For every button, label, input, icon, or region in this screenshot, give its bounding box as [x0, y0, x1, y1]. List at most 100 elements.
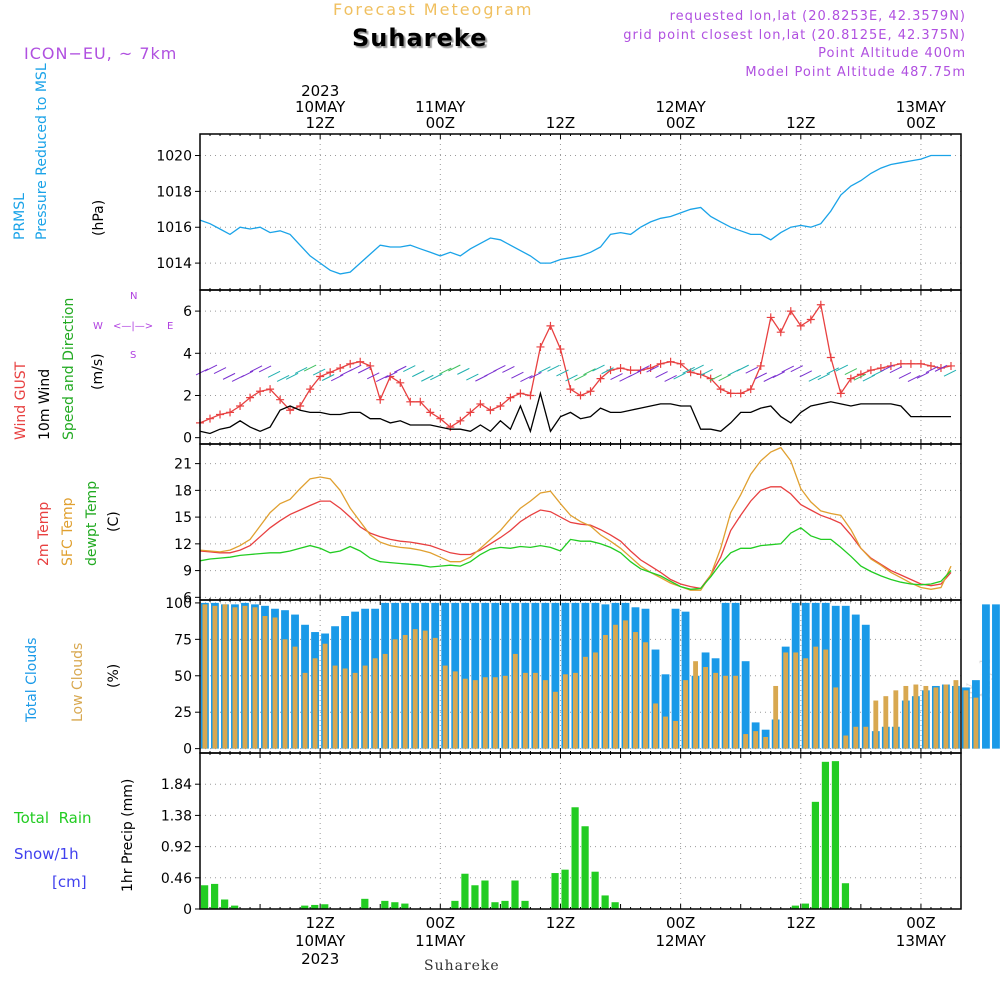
- time-label-bottom: 12Z: [786, 914, 815, 932]
- bar-low-clouds: [332, 665, 338, 749]
- bar-total-clouds: [831, 605, 840, 749]
- bar-low-clouds: [482, 677, 488, 749]
- compass-w: W: [93, 321, 103, 332]
- wind-barb: [943, 369, 957, 377]
- gust-marker: [896, 359, 905, 368]
- bar-low-clouds: [973, 697, 979, 749]
- gust-marker: [276, 395, 285, 404]
- gust-marker: [496, 402, 505, 411]
- gust-marker: [296, 402, 305, 411]
- bar-low-clouds: [412, 629, 418, 749]
- bar-total-rain: [391, 902, 399, 909]
- bar-low-clouds: [863, 726, 869, 749]
- wind-barb: [321, 374, 335, 381]
- gust-marker: [306, 385, 315, 394]
- bar-low-clouds: [633, 632, 638, 749]
- gust-marker: [326, 368, 335, 377]
- bar-low-clouds: [713, 672, 719, 749]
- y-tick-label: 1.38: [161, 808, 192, 824]
- series-dewpt-temp-line: [199, 527, 952, 590]
- wind-barb: [601, 367, 614, 375]
- y-tick-label: 0: [183, 902, 192, 918]
- bar-total-rain: [321, 904, 329, 909]
- bar-low-clouds: [352, 672, 358, 749]
- time-label-top: 2023: [301, 82, 339, 100]
- bar-low-clouds: [963, 690, 969, 749]
- y-tick-label: 0: [183, 742, 192, 758]
- bar-total-clouds: [461, 602, 470, 749]
- wind-barb: [430, 373, 443, 381]
- wind-barb: [628, 370, 641, 378]
- bar-low-clouds: [512, 653, 518, 749]
- bar-total-rain: [571, 807, 579, 909]
- time-label-top: 00Z: [906, 114, 935, 132]
- bar-total-rain: [361, 898, 369, 909]
- gust-marker: [486, 406, 495, 415]
- wind-barb: [889, 366, 903, 374]
- wind-barb: [367, 372, 380, 380]
- gust-marker: [546, 321, 555, 330]
- gust-marker: [756, 361, 765, 370]
- wind-barb: [267, 370, 281, 378]
- compass-s: S: [130, 350, 137, 361]
- time-label-bottom: 12Z: [546, 914, 575, 932]
- bar-low-clouds: [783, 652, 789, 749]
- wind-barb: [547, 364, 560, 372]
- wind-barb: [754, 372, 767, 380]
- bar-low-clouds: [222, 604, 228, 749]
- precip-label-cm: [cm]: [52, 873, 87, 891]
- bar-low-clouds: [392, 639, 398, 749]
- wind-barb: [439, 367, 452, 375]
- gust-marker: [726, 389, 735, 398]
- gust-marker: [666, 357, 675, 366]
- bar-total-clouds: [851, 614, 860, 749]
- bar-total-clouds: [671, 608, 680, 749]
- gust-marker: [536, 342, 545, 351]
- bar-low-clouds: [793, 652, 799, 749]
- gust-marker: [906, 359, 915, 368]
- bar-total-rain: [301, 905, 309, 909]
- wind-barb: [285, 372, 299, 380]
- wind-barb: [258, 365, 272, 373]
- bar-total-rain: [491, 902, 499, 909]
- wind-barb: [421, 374, 434, 382]
- bar-low-clouds: [643, 642, 648, 749]
- time-label-top: 13MAY: [896, 98, 947, 116]
- gust-marker: [826, 353, 835, 362]
- bar-low-clouds: [663, 716, 668, 749]
- bar-total-clouds: [491, 602, 500, 749]
- bar-low-clouds: [943, 684, 949, 749]
- bar-low-clouds: [372, 658, 378, 749]
- panel-4: 0 0.46 0.92 1.38 1.84: [161, 752, 962, 918]
- bar-total-rain: [551, 873, 559, 909]
- y-tick-label: 1020: [156, 149, 192, 165]
- y-tick-label: 0.92: [161, 840, 192, 856]
- bar-total-rain: [221, 899, 229, 909]
- bar-low-clouds: [773, 685, 779, 749]
- wind-barb: [511, 371, 524, 379]
- panel-3: 0 25 50 75 100: [165, 596, 1000, 758]
- wind-barb: [538, 366, 551, 374]
- bar-low-clouds: [492, 677, 498, 749]
- series-2m-temp-line: [199, 486, 952, 590]
- point-altitude: Point Altitude 400m: [818, 46, 966, 61]
- wind-barb: [736, 364, 749, 372]
- y-tick-label: 9: [183, 564, 192, 580]
- wind-barb: [276, 374, 290, 382]
- wind-barb: [502, 366, 515, 373]
- wind-barb: [222, 372, 236, 380]
- bar-low-clouds: [252, 607, 258, 749]
- wind-barb: [249, 365, 263, 373]
- time-label-top: 12Z: [305, 114, 334, 132]
- bar-total-rain: [591, 871, 599, 909]
- wind-barb: [294, 367, 308, 374]
- wind-barb: [880, 364, 894, 372]
- panel-frame: [199, 289, 962, 445]
- wind-barb: [799, 370, 813, 378]
- gust-marker: [436, 414, 445, 423]
- wind-barb: [556, 369, 569, 377]
- bar-low-clouds: [753, 731, 759, 749]
- bar-low-clouds: [593, 652, 598, 749]
- wind-barb: [790, 365, 804, 373]
